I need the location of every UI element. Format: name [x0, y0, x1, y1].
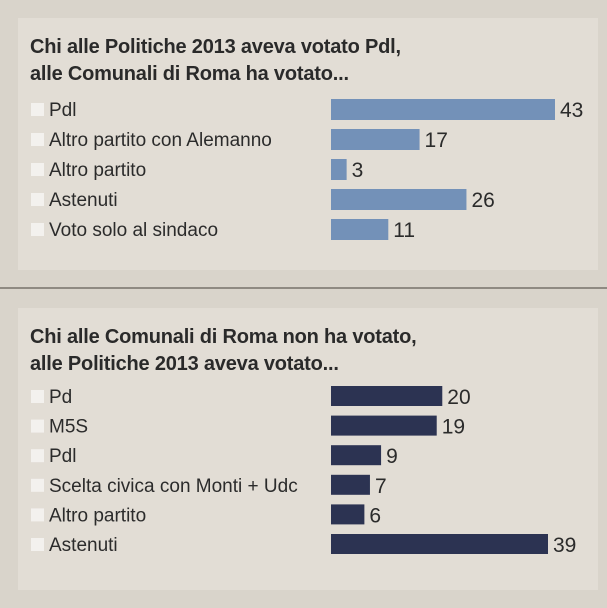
chart-title-line: Chi alle Comunali di Roma non ha votato,	[30, 326, 417, 348]
bullet-marker	[31, 223, 44, 236]
category-label: Astenuti	[49, 190, 118, 211]
bar	[331, 504, 365, 525]
category-label: Pdl	[49, 100, 76, 121]
bar	[331, 159, 347, 180]
value-label: 7	[375, 475, 387, 498]
value-label: 11	[393, 219, 415, 242]
bullet-marker	[31, 478, 44, 492]
value-label: 43	[560, 99, 583, 122]
bullet-marker	[31, 508, 44, 522]
chart-title: Chi alle Comunali di Roma non ha votato,…	[30, 324, 417, 378]
category-label: Altro partito con Alemanno	[49, 130, 272, 151]
bar	[331, 219, 389, 240]
category-label: Voto solo al sindaco	[49, 220, 218, 241]
bullet-marker	[31, 449, 44, 463]
value-label: 26	[471, 189, 494, 212]
bar	[331, 386, 443, 406]
bar-chart: Pd 20 M5S 19 Pdl 9 Scelta civica con Monti + U…	[31, 386, 576, 557]
value-label: 9	[386, 445, 398, 468]
bullet-marker	[31, 538, 44, 551]
value-label: 17	[425, 129, 448, 152]
category-label: Astenuti	[49, 535, 118, 556]
value-label: 3	[352, 159, 364, 182]
chart-panel-2: Chi alle Comunali di Roma non ha votato,…	[18, 308, 598, 590]
bullet-marker	[31, 390, 44, 403]
category-label: Altro partito	[49, 160, 146, 181]
bar	[331, 474, 370, 495]
bar-chart: Pdl 43 Altro partito con Alemanno 17 Altro p…	[31, 99, 583, 242]
bar	[331, 415, 437, 436]
bullet-marker	[31, 193, 44, 206]
category-label: M5S	[49, 417, 88, 438]
chart-title-line: alle Politiche 2013 aveva votato...	[30, 353, 339, 375]
bar	[331, 534, 548, 554]
category-label: Pd	[49, 387, 72, 408]
chart-panel-1: Chi alle Politiche 2013 aveva votato Pdl…	[18, 18, 598, 270]
value-label: 39	[553, 534, 576, 557]
value-label: 6	[369, 504, 381, 527]
category-label: Pdl	[49, 446, 76, 467]
bullet-marker	[31, 103, 44, 116]
value-label: 20	[447, 386, 470, 409]
section-divider	[0, 287, 607, 289]
chart-title: Chi alle Politiche 2013 aveva votato Pdl…	[30, 34, 401, 88]
bullet-marker	[31, 419, 44, 433]
bar	[331, 99, 555, 120]
bullet-marker	[31, 133, 44, 146]
category-label: Scelta civica con Monti + Udc	[49, 476, 298, 497]
bar	[331, 129, 420, 150]
category-label: Altro partito	[49, 505, 146, 526]
bar	[331, 445, 382, 466]
chart-title-line: alle Comunali di Roma ha votato...	[30, 63, 349, 85]
bar	[331, 189, 467, 210]
value-label: 19	[442, 416, 465, 439]
bullet-marker	[31, 163, 44, 176]
chart-title-line: Chi alle Politiche 2013 aveva votato Pdl…	[30, 36, 401, 58]
